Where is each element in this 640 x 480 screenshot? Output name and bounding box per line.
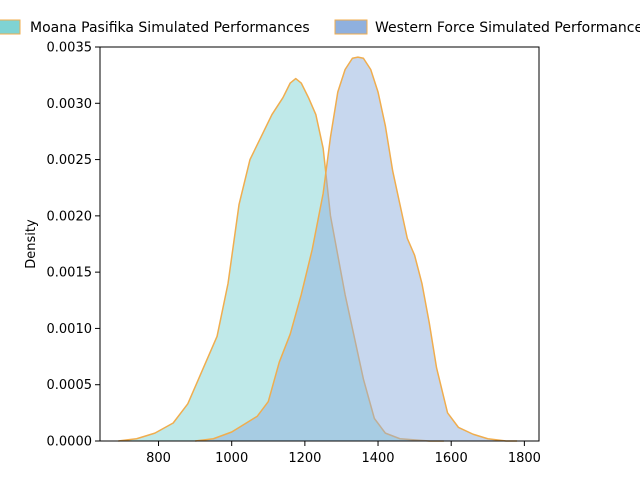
y-tick-label: 0.0015	[47, 266, 93, 281]
y-tick-label: 0.0010	[47, 322, 93, 337]
y-tick-label: 0.0035	[47, 41, 93, 56]
series-areas	[118, 56, 518, 442]
y-tick-label: 0.0000	[47, 435, 93, 450]
legend-swatch-western	[334, 19, 368, 35]
legend-label-moana: Moana Pasifika Simulated Performances	[30, 20, 310, 36]
y-tick-label: 0.0030	[47, 97, 93, 112]
legend: Moana Pasifika Simulated Performances We…	[0, 19, 640, 36]
y-axis-label: Density	[24, 219, 39, 269]
plot-frame	[99, 46, 540, 442]
series-outline-1	[195, 56, 518, 442]
y-tick-label: 0.0005	[47, 378, 93, 393]
x-tick-label: 1000	[215, 451, 248, 466]
x-tick-label: 800	[146, 451, 171, 466]
x-tick-label: 1800	[508, 451, 541, 466]
x-tick-label: 1200	[288, 451, 321, 466]
y-tick-label: 0.0025	[47, 153, 93, 168]
x-tick-label: 1600	[435, 451, 468, 466]
y-axis: 0.0000 0.0005 0.0010 0.0015 0.0020 0.0025 0.00…	[47, 41, 100, 450]
series-area-1	[195, 57, 518, 441]
legend-label-western: Western Force Simulated Performances	[375, 20, 640, 36]
y-tick-label: 0.0020	[47, 209, 93, 224]
x-tick-label: 1400	[361, 451, 394, 466]
legend-swatch-moana	[0, 19, 21, 35]
series-area-0	[118, 78, 444, 442]
x-axis: 800 1000 1200 1400 1600 1800	[146, 441, 541, 466]
